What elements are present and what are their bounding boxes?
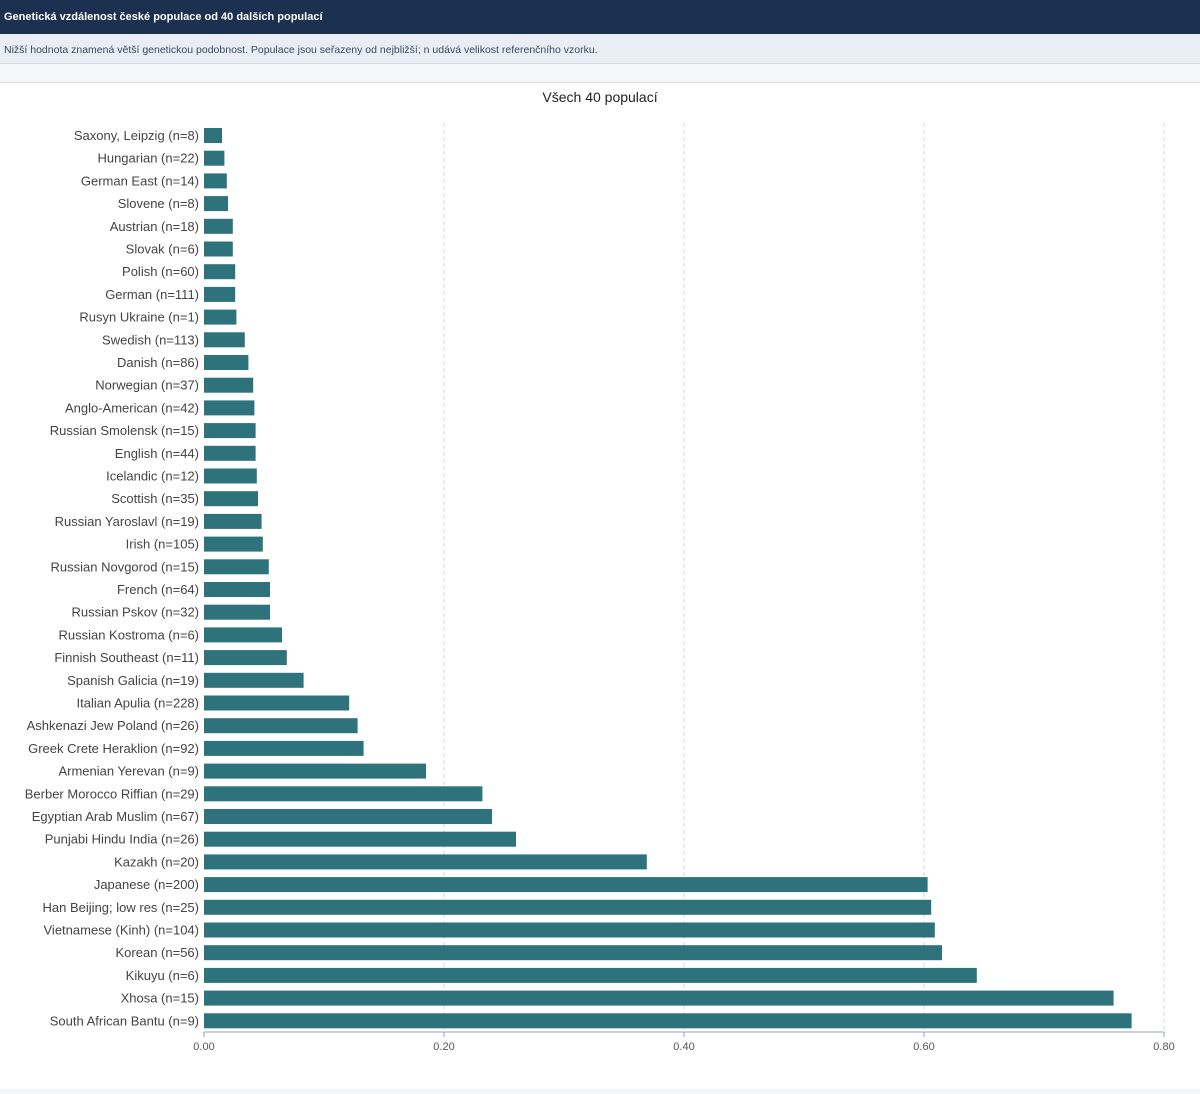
category-label: Russian Pskov (n=32)	[71, 605, 199, 620]
category-label: Spanish Galicia (n=19)	[67, 673, 199, 688]
chart-panel: Všech 40 populací Saxony, Leipzig (n=8) H…	[0, 82, 1200, 1089]
bar	[204, 150, 225, 166]
bar	[204, 582, 270, 597]
bar	[204, 491, 258, 507]
x-tick-label: 0.40	[673, 1041, 694, 1053]
chart-gridlines	[443, 123, 1165, 1032]
category-label: Han Beijing; low res (n=25)	[43, 900, 199, 915]
bar	[204, 809, 492, 824]
x-tick-label: 0.60	[913, 1041, 934, 1053]
category-label: Egyptian Arab Muslim (n=67)	[32, 809, 199, 824]
category-label: Saxony, Leipzig (n=8)	[74, 128, 199, 143]
x-tick-label: 0.20	[433, 1041, 454, 1053]
bar	[204, 559, 269, 575]
category-label: Scottish (n=35)	[111, 491, 199, 506]
bar	[204, 196, 228, 212]
category-label: Xhosa (n=15)	[121, 991, 199, 1006]
category-label: Russian Smolensk (n=15)	[50, 423, 199, 438]
bar	[204, 445, 256, 461]
category-label: Icelandic (n=12)	[106, 469, 199, 484]
bar	[204, 967, 977, 983]
bar	[204, 899, 932, 915]
category-label: Austrian (n=18)	[110, 219, 199, 234]
category-label: German (n=111)	[105, 287, 199, 302]
bar	[204, 604, 270, 620]
category-label: Kikuyu (n=6)	[126, 968, 199, 983]
category-label: Kazakh (n=20)	[114, 854, 199, 869]
bar	[204, 627, 282, 643]
category-label: Rusyn Ukraine (n=1)	[79, 310, 199, 325]
category-label: Slovene (n=8)	[118, 196, 199, 211]
bar	[204, 377, 254, 393]
bar	[204, 763, 426, 779]
category-label: Italian Apulia (n=228)	[76, 696, 199, 711]
category-label: Danish (n=86)	[117, 355, 199, 370]
bar	[204, 309, 237, 325]
category-label: Russian Yaroslavl (n=19)	[55, 514, 199, 529]
bar	[204, 264, 236, 280]
bar	[204, 854, 647, 870]
x-tick-label: 0.80	[1153, 1041, 1174, 1053]
category-label: Finnish Southeast (n=11)	[54, 650, 199, 665]
bar	[204, 650, 287, 666]
bar	[204, 355, 249, 370]
bar	[204, 241, 233, 257]
bar	[204, 672, 304, 688]
category-label: Ashkenazi Jew Poland (n=26)	[27, 718, 199, 733]
category-label: French (n=64)	[117, 582, 199, 597]
category-label: South African Bantu (n=9)	[50, 1013, 199, 1028]
category-label: Greek Crete Heraklion (n=92)	[28, 741, 199, 756]
bar	[204, 332, 245, 348]
bar	[204, 718, 358, 734]
bar	[204, 423, 256, 439]
category-label: German East (n=14)	[81, 173, 199, 188]
bar	[204, 286, 236, 302]
bar	[204, 400, 255, 416]
bar	[204, 877, 928, 893]
category-label: Armenian Yerevan (n=9)	[58, 764, 199, 779]
chart-bars	[204, 128, 1132, 1029]
bar	[204, 740, 364, 756]
bar-chart: Všech 40 populací Saxony, Leipzig (n=8) H…	[25, 89, 1175, 1053]
category-label: Polish (n=60)	[122, 264, 199, 279]
x-tick-label: 0.00	[193, 1041, 214, 1053]
bar	[204, 786, 483, 802]
category-label: Russian Kostroma (n=6)	[58, 627, 199, 642]
category-label: Korean (n=56)	[116, 945, 199, 960]
category-label: Berber Morocco Riffian (n=29)	[25, 786, 199, 801]
category-label: Punjabi Hindu India (n=26)	[45, 832, 199, 847]
page-title: Genetická vzdálenost české populace od 4…	[0, 0, 1200, 34]
category-label: Anglo-American (n=42)	[65, 400, 199, 415]
bar	[204, 695, 350, 711]
chart-category-labels: Saxony, Leipzig (n=8) Hungarian (n=22) Ger…	[25, 128, 199, 1028]
category-label: Swedish (n=113)	[102, 332, 199, 347]
chart-x-axis: 0.00 0.20 0.40 0.60 0.80	[193, 1031, 1175, 1053]
category-label: Vietnamese (Kinh) (n=104)	[44, 923, 200, 938]
category-label: Norwegian (n=37)	[95, 378, 199, 393]
bar	[204, 468, 257, 484]
bar	[204, 173, 227, 189]
bar	[204, 128, 222, 143]
bar	[204, 831, 516, 847]
category-label: Hungarian (n=22)	[97, 151, 199, 166]
bar	[204, 922, 935, 938]
bar	[204, 513, 262, 529]
category-label: Japanese (n=200)	[94, 877, 199, 892]
page-subtitle: Nižší hodnota znamená větší genetickou p…	[0, 34, 1200, 64]
bar	[204, 1013, 1132, 1029]
bar	[204, 945, 942, 961]
category-label: Irish (n=105)	[126, 537, 199, 552]
bar	[204, 990, 1114, 1006]
chart-title: Všech 40 populací	[542, 89, 657, 105]
bar	[204, 218, 233, 234]
category-label: Slovak (n=6)	[126, 242, 199, 257]
category-label: Russian Novgorod (n=15)	[51, 559, 200, 574]
bar	[204, 536, 263, 552]
category-label: English (n=44)	[115, 446, 199, 461]
